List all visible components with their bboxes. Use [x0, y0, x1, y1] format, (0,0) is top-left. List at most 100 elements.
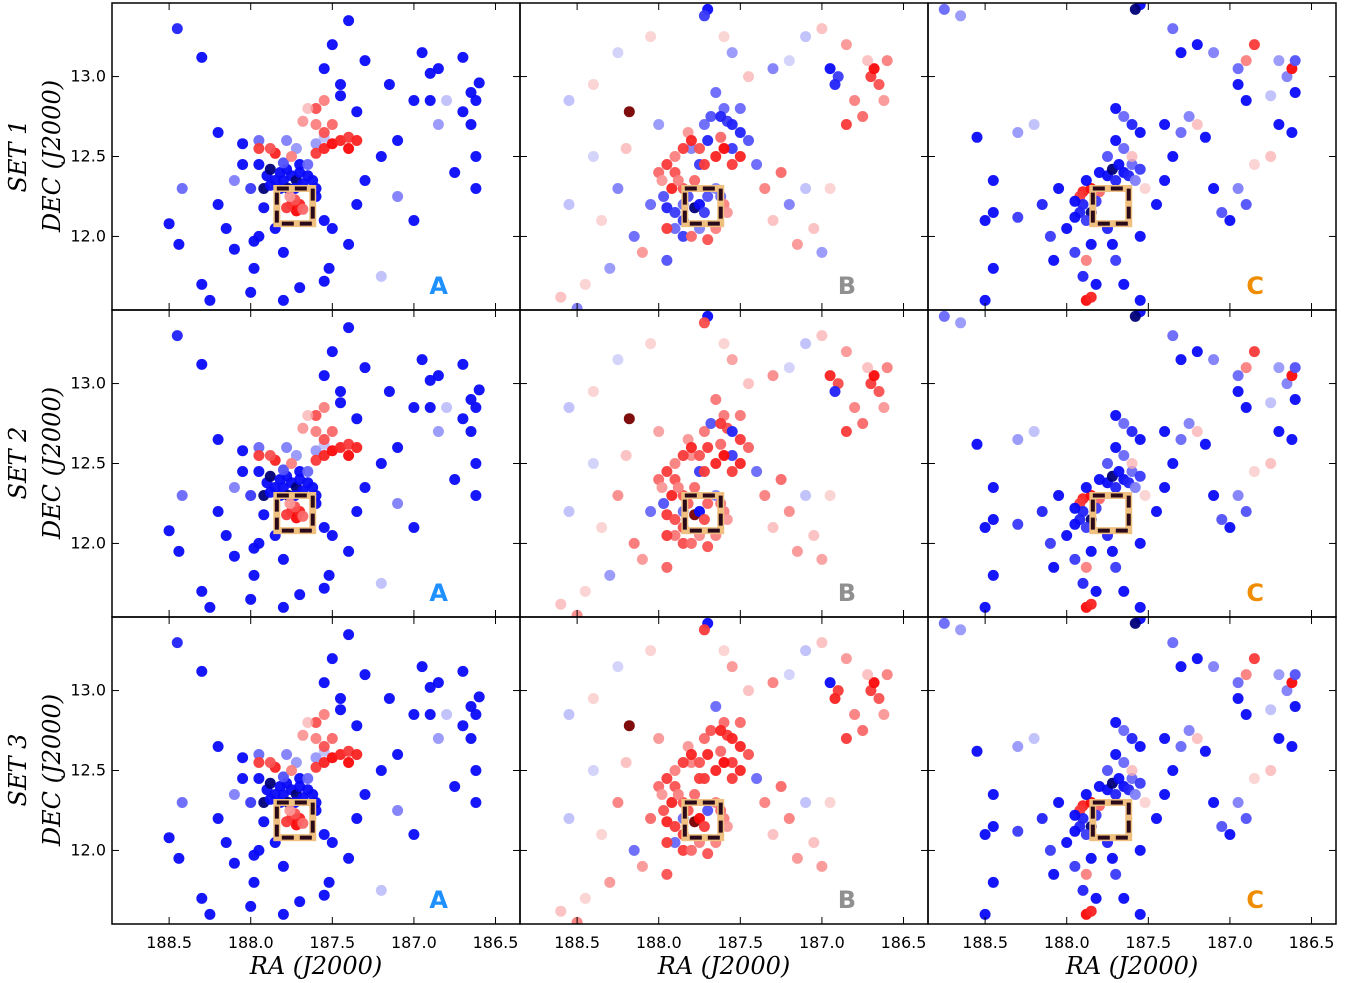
- scatter-point: [1090, 585, 1102, 597]
- scatter-point: [645, 199, 657, 210]
- scatter-point: [987, 569, 999, 581]
- scatter-point: [1085, 905, 1097, 917]
- scatter-point: [302, 159, 314, 170]
- scatter-point: [1265, 765, 1277, 776]
- scatter-point: [715, 418, 727, 429]
- scatter-point: [284, 498, 296, 509]
- scatter-point: [318, 402, 330, 413]
- scatter-point: [1232, 63, 1244, 75]
- scatter-point: [718, 757, 730, 768]
- scatter-point: [253, 450, 265, 461]
- scatter-point: [685, 135, 697, 146]
- scatter-point: [441, 402, 453, 413]
- scatter-point: [343, 143, 355, 154]
- scatter-point: [326, 223, 338, 234]
- scatter-point: [702, 749, 714, 760]
- scatter-point: [669, 207, 681, 218]
- scatter-point: [698, 821, 710, 832]
- scatter-point: [563, 402, 575, 413]
- scatter-point: [1191, 653, 1203, 665]
- scatter-point: [971, 131, 983, 143]
- panels-group: A B C A B C A B C: [163, 3, 1301, 924]
- scatter-point: [1118, 418, 1130, 429]
- scatter-point: [1106, 545, 1118, 557]
- x-axis-label: RA (J2000): [249, 952, 382, 980]
- scatter-point: [1118, 450, 1130, 461]
- scatter-point: [718, 450, 730, 461]
- highlight-box-halo: [681, 184, 725, 228]
- scatter-point: [987, 876, 999, 888]
- y-tick-label: 12.0: [70, 226, 106, 245]
- scatter-point: [1126, 119, 1138, 130]
- scatter-point: [702, 442, 714, 453]
- scatter-point: [1248, 346, 1260, 358]
- scatter-point: [579, 892, 591, 904]
- scatter-point: [1028, 426, 1040, 437]
- scatter-point: [457, 358, 469, 370]
- scatter-point: [563, 199, 575, 210]
- scatter-point: [1240, 506, 1252, 517]
- scatter-point: [808, 837, 820, 848]
- scatter-point: [318, 522, 330, 533]
- scatter-point: [457, 106, 469, 118]
- scatter-point: [881, 55, 893, 67]
- scatter-point: [816, 330, 828, 342]
- y-tick-label: 12.5: [70, 454, 106, 473]
- scatter-point: [612, 490, 624, 501]
- panel-letter-C: C: [1246, 886, 1264, 914]
- scatter-point: [297, 422, 309, 434]
- scatter-point: [228, 243, 240, 255]
- scatter-point: [623, 720, 635, 732]
- scatter-point: [176, 490, 188, 501]
- scatter-point: [1048, 254, 1060, 266]
- scatter-point: [1061, 837, 1073, 848]
- scatter-point: [258, 202, 270, 214]
- scatter-point: [1080, 789, 1092, 800]
- scatter-point: [1224, 522, 1236, 533]
- scatter-point: [563, 95, 575, 106]
- scatter-point: [1208, 183, 1220, 194]
- x-tick-label: 188.0: [228, 933, 274, 952]
- scatter-point: [424, 374, 436, 386]
- scatter-point: [297, 729, 309, 741]
- scatter-point: [392, 191, 404, 202]
- scatter-point: [612, 183, 624, 194]
- scatter-point: [237, 445, 249, 457]
- x-tick-label: 188.0: [636, 933, 682, 952]
- scatter-point: [297, 203, 309, 215]
- scatter-point: [1273, 733, 1285, 744]
- scatter-point: [829, 79, 841, 90]
- scatter-point: [596, 215, 608, 226]
- scatter-point: [1232, 386, 1244, 397]
- scatter-point: [816, 246, 828, 258]
- y-tick-label: 12.0: [70, 533, 106, 552]
- x-tick-label: 187.5: [717, 933, 763, 952]
- scatter-point: [245, 593, 257, 605]
- y-tick-label: 12.5: [70, 147, 106, 166]
- scatter-point: [310, 138, 322, 150]
- scatter-point: [645, 506, 657, 517]
- scatter-point: [351, 413, 363, 425]
- scatter-point: [408, 215, 420, 226]
- panel-set2-A: [163, 322, 485, 613]
- scatter-point: [689, 175, 701, 186]
- scatter-point: [710, 458, 722, 469]
- scatter-point: [176, 797, 188, 808]
- scatter-point: [310, 717, 322, 728]
- scatter-point: [734, 103, 746, 114]
- scatter-point: [465, 119, 477, 130]
- scatter-point: [318, 215, 330, 226]
- scatter-point: [1077, 270, 1089, 282]
- x-tick-label: 187.0: [799, 933, 845, 952]
- scatter-point: [375, 765, 387, 776]
- scatter-point: [1289, 669, 1301, 681]
- scatter-point: [1106, 852, 1118, 864]
- scatter-point: [658, 191, 670, 202]
- scatter-point: [318, 127, 330, 138]
- scatter-point: [335, 386, 346, 397]
- scatter-point: [1167, 151, 1179, 162]
- scatter-point: [653, 426, 665, 437]
- scatter-point: [383, 386, 395, 397]
- scatter-point: [694, 143, 705, 154]
- scatter-point: [237, 159, 249, 170]
